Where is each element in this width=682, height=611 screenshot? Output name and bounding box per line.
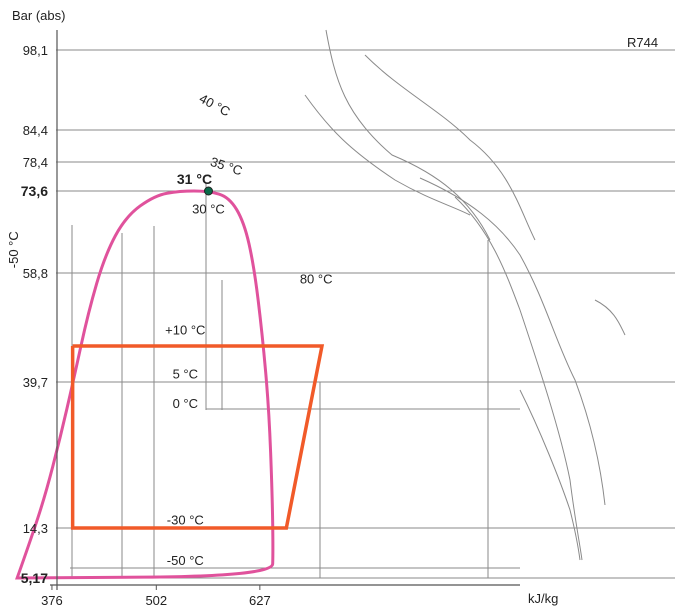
y-tick-label: 98,1 (23, 43, 48, 58)
isotherm-label: 0 °C (173, 396, 198, 411)
y-tick-label: 84,4 (23, 123, 48, 138)
cycle-path (70, 344, 325, 530)
isotherm-label: 35 °C (209, 154, 245, 178)
y-tick-label: 58,8 (23, 266, 48, 281)
isotherm-label: -50 °C (6, 231, 21, 268)
y-tick-label: 73,6 (21, 183, 48, 199)
isotherm-label: 30 °C (192, 202, 225, 217)
isotherm-label: -30 °C (167, 513, 204, 528)
isotherm-line (454, 196, 583, 561)
isotherm-label: -50 °C (167, 553, 204, 568)
x-tick-label: 376 (41, 593, 63, 608)
saturation-dome (15, 189, 275, 580)
y-tick-label: 78,4 (23, 155, 48, 170)
isotherm-line (364, 54, 536, 241)
critical-point-label: 31 °C (177, 171, 212, 187)
y-axis-label: Bar (abs) (12, 8, 65, 23)
isotherm-label: 5 °C (173, 367, 198, 382)
isotherm-line (419, 177, 606, 506)
isotherm-line (594, 299, 626, 336)
series-layer (15, 186, 325, 580)
isotherm-line (304, 94, 471, 216)
grid (56, 49, 675, 579)
y-tick-label: 5,17 (21, 570, 48, 586)
isotherm-line (325, 29, 491, 241)
y-tick-label: 39,7 (23, 375, 48, 390)
y-tick-label: 14,3 (23, 521, 48, 536)
annotations: 98,1 84,4 78,4 73,6 58,8 39,7 14,3 5,17 376 502 62… (6, 43, 333, 608)
isotherm-lines (70, 29, 626, 578)
isotherm-line (519, 389, 581, 561)
chart-corner-label: R744 (627, 35, 658, 50)
x-tick-label: 502 (145, 593, 167, 608)
isotherm-label: 40 °C (197, 91, 233, 120)
isotherm-label: +10 °C (165, 323, 205, 338)
critical-point-marker (203, 186, 213, 196)
x-axis-label: kJ/kg (528, 591, 558, 606)
isotherm-label: 80 °C (300, 271, 333, 286)
axes (50, 30, 520, 590)
x-tick-label: 627 (249, 593, 271, 608)
